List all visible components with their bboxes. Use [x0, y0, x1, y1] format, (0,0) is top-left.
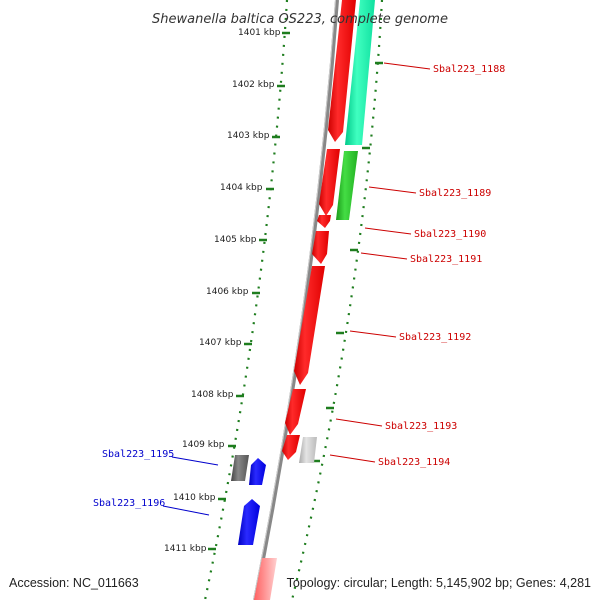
- leader-line-1192: [349, 330, 397, 338]
- topology-text: Topology: circular; Length: 5,145,902 bp…: [287, 576, 591, 590]
- accession-text: Accession: NC_011663: [9, 576, 139, 590]
- gene-arrow-1194[interactable]: [282, 435, 300, 460]
- leader-line-1195: [171, 456, 219, 466]
- gene-block-green[interactable]: [336, 151, 358, 220]
- tick-label: 1405 kbp: [214, 235, 257, 245]
- gene-arrow-next[interactable]: [254, 558, 277, 600]
- gene-block-light[interactable]: [299, 437, 317, 463]
- gene-label-1194[interactable]: Sbal223_1194: [378, 457, 450, 468]
- tick-label: 1403 kbp: [227, 131, 270, 141]
- leader-line-1189: [368, 186, 417, 194]
- tick-label: 1406 kbp: [206, 287, 249, 297]
- gene-arrow-1196[interactable]: [238, 499, 260, 545]
- leader-line-1191: [360, 252, 408, 260]
- tick-label: 1404 kbp: [220, 183, 263, 193]
- leader-line-1188: [383, 62, 431, 70]
- gene-arrow-1192[interactable]: [294, 266, 325, 385]
- leader-line-1193: [335, 418, 383, 427]
- tick-label: 1402 kbp: [232, 80, 275, 90]
- leader-line-1190: [364, 227, 412, 235]
- tick-label: 1408 kbp: [191, 390, 234, 400]
- gene-labels: Sbal223_1188 Sbal223_1189 Sbal223_1190 S…: [93, 64, 505, 509]
- gene-label-1192[interactable]: Sbal223_1192: [399, 332, 471, 343]
- leader-lines: [162, 62, 431, 516]
- genome-backbone: [253, 0, 339, 600]
- tick-label: 1410 kbp: [173, 493, 216, 503]
- map-title: Shewanella baltica OS223, complete genom…: [152, 12, 448, 27]
- gene-label-1188[interactable]: Sbal223_1188: [433, 64, 505, 75]
- outer-track-genes: [299, 0, 375, 463]
- gene-label-1195[interactable]: Sbal223_1195: [102, 449, 174, 460]
- tick-labels: 1401 kbp 1402 kbp 1403 kbp 1404 kbp 1405…: [164, 28, 281, 554]
- reverse-genes: [231, 455, 266, 545]
- gene-label-1190[interactable]: Sbal223_1190: [414, 229, 486, 240]
- genome-backbone-highlight: [253, 0, 336, 600]
- gene-arrow-1191[interactable]: [312, 231, 329, 264]
- gene-label-1196[interactable]: Sbal223_1196: [93, 498, 165, 509]
- gene-arrow-1188[interactable]: [328, 0, 356, 142]
- leader-line-1196: [162, 505, 210, 516]
- gene-label-1189[interactable]: Sbal223_1189: [419, 188, 491, 199]
- forward-genes: [254, 0, 356, 600]
- tick-label: 1401 kbp: [238, 28, 281, 38]
- leader-line-1194: [329, 454, 376, 463]
- tick-label: 1409 kbp: [182, 440, 225, 450]
- gene-arrow-1195[interactable]: [249, 458, 266, 485]
- gene-block-mint[interactable]: [345, 0, 375, 145]
- gene-arrow-1190[interactable]: [317, 215, 331, 228]
- gene-label-1191[interactable]: Sbal223_1191: [410, 254, 482, 265]
- gene-arrow-1189[interactable]: [319, 149, 340, 216]
- gene-arrow-1193[interactable]: [285, 389, 306, 435]
- tick-label: 1407 kbp: [199, 338, 242, 348]
- tick-marks: [208, 31, 290, 551]
- tick-label: 1411 kbp: [164, 544, 207, 554]
- gene-label-1193[interactable]: Sbal223_1193: [385, 421, 457, 432]
- gene-block-gray[interactable]: [231, 455, 249, 481]
